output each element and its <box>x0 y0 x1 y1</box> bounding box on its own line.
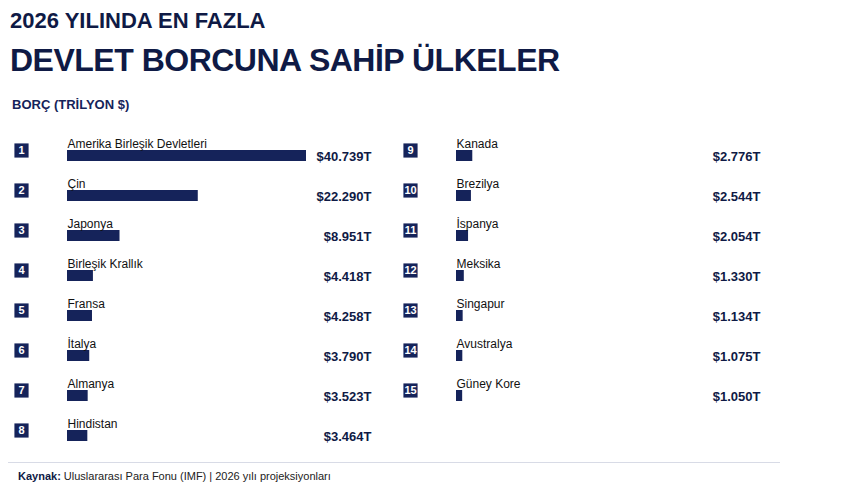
svg-text:$8.951T: $8.951T <box>324 229 372 244</box>
svg-text:6: 6 <box>18 344 24 356</box>
svg-text:Japonya: Japonya <box>68 217 114 231</box>
svg-text:15: 15 <box>404 384 416 396</box>
svg-text:2: 2 <box>18 184 24 196</box>
svg-text:$2.544T: $2.544T <box>713 189 761 204</box>
svg-text:13: 13 <box>404 304 416 316</box>
svg-text:7: 7 <box>18 384 24 396</box>
svg-text:Almanya: Almanya <box>68 377 115 391</box>
svg-text:$3.464T: $3.464T <box>324 429 372 444</box>
html-text:Kaynak: Uluslararası Para Fonu: Kaynak: Uluslararası Para Fonu (IMF) | 2… <box>18 470 331 482</box>
svg-text:İtalya: İtalya <box>68 337 97 351</box>
svg-text:Kanada: Kanada <box>457 137 499 151</box>
svg-text:11: 11 <box>405 224 417 236</box>
svg-text:$3.523T: $3.523T <box>324 389 372 404</box>
svg-text:$1.330T: $1.330T <box>713 269 761 284</box>
svg-text:Meksika: Meksika <box>457 257 501 271</box>
svg-text:Amerika Birleşik Devletleri: Amerika Birleşik Devletleri <box>68 137 207 151</box>
svg-text:$22.290T: $22.290T <box>317 189 372 204</box>
svg-text:Brezilya: Brezilya <box>457 177 500 191</box>
svg-text:İspanya: İspanya <box>457 217 499 231</box>
svg-text:$40.739T: $40.739T <box>317 149 372 164</box>
svg-text:5: 5 <box>18 304 24 316</box>
svg-text:10: 10 <box>404 184 416 196</box>
svg-text:$4.418T: $4.418T <box>324 269 372 284</box>
svg-text:Birleşik Krallık: Birleşik Krallık <box>68 257 144 271</box>
svg-text:12: 12 <box>404 264 416 276</box>
svg-text:$2.776T: $2.776T <box>713 149 761 164</box>
svg-text:$1.050T: $1.050T <box>713 389 761 404</box>
html-text:BORÇ (TRİLYON $): BORÇ (TRİLYON $) <box>12 97 130 112</box>
svg-text:Hindistan: Hindistan <box>68 417 118 431</box>
svg-text:$1.134T: $1.134T <box>713 309 761 324</box>
svg-text:$4.258T: $4.258T <box>324 309 372 324</box>
svg-text:$3.790T: $3.790T <box>324 349 372 364</box>
svg-text:9: 9 <box>407 144 413 156</box>
svg-text:Avustralya: Avustralya <box>457 337 513 351</box>
svg-text:Çin: Çin <box>68 177 86 191</box>
svg-text:Fransa: Fransa <box>68 297 106 311</box>
svg-text:14: 14 <box>404 344 417 356</box>
svg-text:8: 8 <box>18 424 24 436</box>
svg-text:3: 3 <box>18 224 24 236</box>
svg-text:$2.054T: $2.054T <box>713 229 761 244</box>
svg-text:$1.075T: $1.075T <box>713 349 761 364</box>
html-text:2026 YILINDA EN FAZLA: 2026 YILINDA EN FAZLA <box>10 8 266 33</box>
svg-text:1: 1 <box>18 144 24 156</box>
svg-text:Singapur: Singapur <box>457 297 505 311</box>
svg-text:4: 4 <box>18 264 25 276</box>
svg-text:Güney Kore: Güney Kore <box>457 377 521 391</box>
html-text:DEVLET BORCUNA SAHİP ÜLKELER: DEVLET BORCUNA SAHİP ÜLKELER <box>10 42 560 78</box>
